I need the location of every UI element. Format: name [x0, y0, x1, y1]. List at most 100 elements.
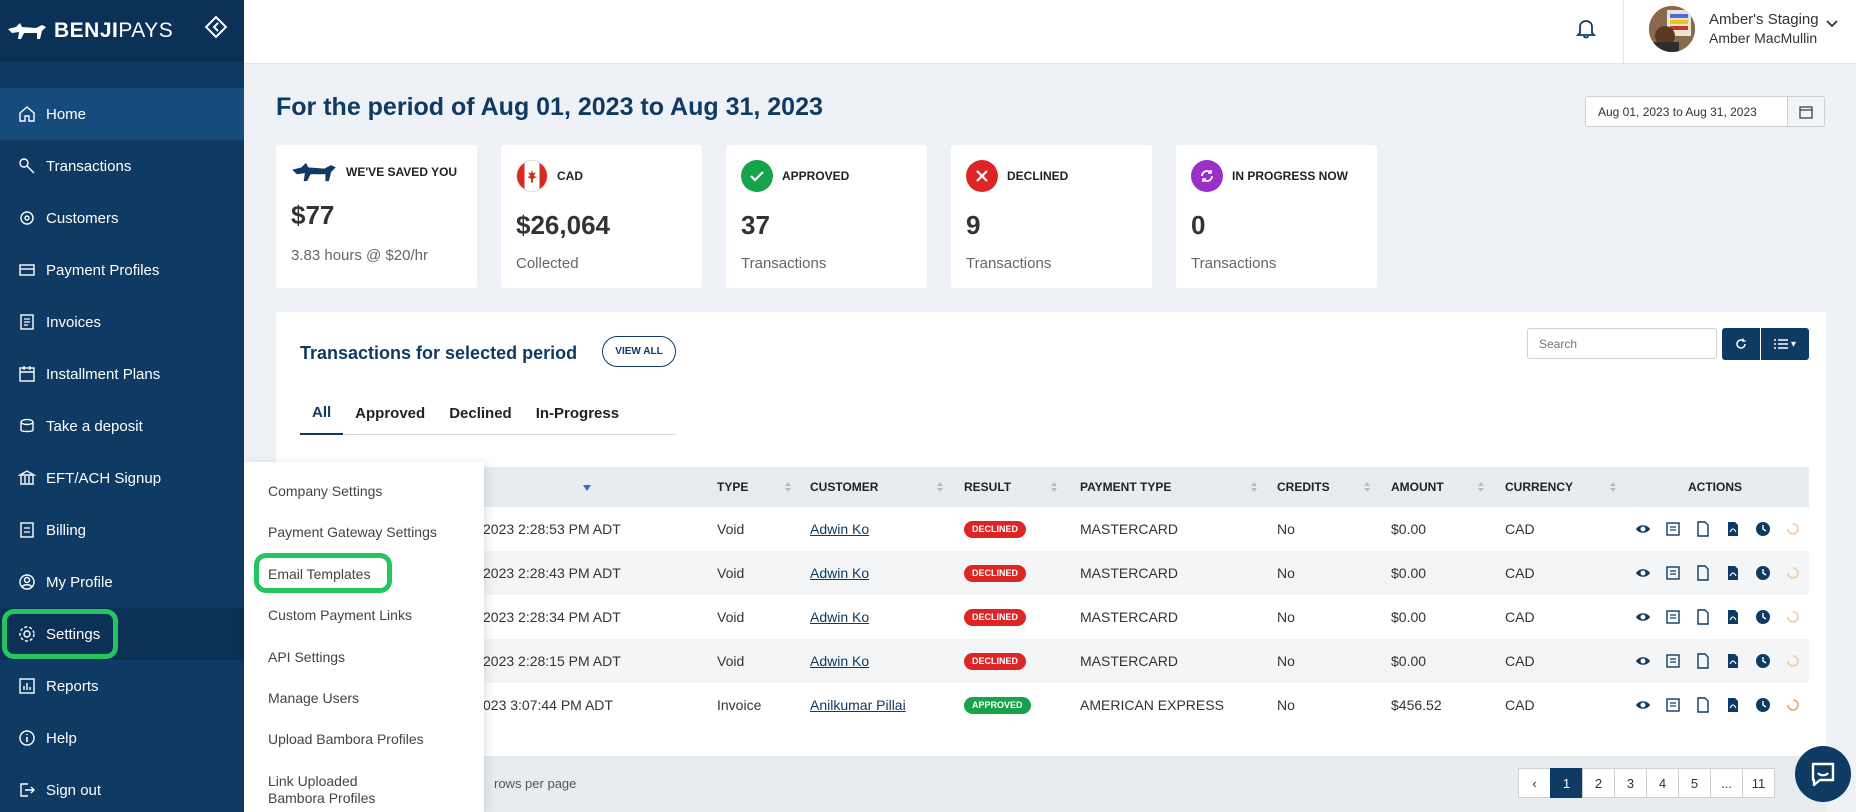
customer-link[interactable]: Adwin Ko	[810, 565, 870, 581]
column-header-payment-type[interactable]: PAYMENT TYPE	[1080, 480, 1172, 494]
notification-bell-icon[interactable]	[1575, 17, 1597, 39]
search-input[interactable]	[1527, 328, 1717, 359]
menu-item-api-settings[interactable]: API Settings	[268, 649, 346, 665]
tab-all[interactable]: All	[300, 392, 344, 435]
column-header-result[interactable]: RESULT	[964, 480, 1012, 494]
page-button[interactable]: 5	[1678, 768, 1711, 798]
view-icon[interactable]	[1634, 652, 1652, 670]
page-button[interactable]: 1	[1550, 768, 1583, 798]
user-name[interactable]: Amber MacMullin	[1709, 30, 1818, 46]
sidebar-item-eft-ach-signup[interactable]: EFT/ACH Signup	[0, 452, 244, 504]
clock-icon[interactable]	[1754, 520, 1772, 538]
tab-in-progress[interactable]: In-Progress	[535, 405, 620, 422]
sort-icon[interactable]	[1250, 481, 1258, 493]
refund-icon[interactable]	[1784, 608, 1802, 626]
receipt-icon[interactable]	[1664, 696, 1682, 714]
menu-item-email-templates[interactable]: Email Templates	[268, 566, 371, 582]
pdf-icon[interactable]	[1724, 564, 1742, 582]
tab-declined[interactable]: Declined	[449, 405, 512, 422]
column-header-currency[interactable]: CURRENCY	[1505, 480, 1574, 494]
page-button[interactable]: 3	[1614, 768, 1647, 798]
menu-item-custom-payment-links[interactable]: Custom Payment Links	[268, 607, 412, 623]
chevron-down-icon[interactable]	[1825, 16, 1839, 30]
menu-item-payment-gateway-settings[interactable]: Payment Gateway Settings	[268, 524, 437, 540]
receipt-icon[interactable]	[1664, 608, 1682, 626]
sort-desc-icon[interactable]	[583, 481, 591, 493]
sort-icon[interactable]	[784, 481, 792, 493]
table-row[interactable]: 2023 2:28:53 PM ADT Void Adwin Ko DECLIN…	[276, 507, 1809, 551]
table-row[interactable]: 2023 2:28:15 PM ADT Void Adwin Ko DECLIN…	[276, 639, 1809, 683]
refund-icon[interactable]	[1784, 564, 1802, 582]
sidebar-item-reports[interactable]: Reports	[0, 660, 244, 712]
receipt-icon[interactable]	[1664, 564, 1682, 582]
sidebar-item-customers[interactable]: Customers	[0, 192, 244, 244]
menu-item-upload-bambora-profiles[interactable]: Upload Bambora Profiles	[268, 731, 424, 747]
pdf-icon[interactable]	[1724, 652, 1742, 670]
customer-link[interactable]: Adwin Ko	[810, 653, 870, 669]
customer-link[interactable]: Adwin Ko	[810, 609, 870, 625]
clock-icon[interactable]	[1754, 652, 1772, 670]
document-icon[interactable]	[1694, 696, 1712, 714]
page-prev-button[interactable]: ‹	[1518, 768, 1551, 798]
view-icon[interactable]	[1634, 520, 1652, 538]
sidebar-item-installment-plans[interactable]: Installment Plans	[0, 348, 244, 400]
document-icon[interactable]	[1694, 608, 1712, 626]
menu-item-manage-users[interactable]: Manage Users	[268, 690, 360, 706]
calendar-button[interactable]	[1787, 96, 1825, 127]
view-icon[interactable]	[1634, 696, 1652, 714]
clock-icon[interactable]	[1754, 608, 1772, 626]
sort-icon[interactable]	[1050, 481, 1058, 493]
column-header-credits[interactable]: CREDITS	[1277, 480, 1330, 494]
column-header-type[interactable]: TYPE	[717, 480, 749, 494]
customer-link[interactable]: Adwin Ko	[810, 521, 870, 537]
menu-item-company-settings[interactable]: Company Settings	[268, 483, 383, 499]
document-icon[interactable]	[1694, 652, 1712, 670]
table-row[interactable]: 2023 2:28:34 PM ADT Void Adwin Ko DECLIN…	[276, 595, 1809, 639]
column-header-amount[interactable]: AMOUNT	[1391, 480, 1444, 494]
view-icon[interactable]	[1634, 608, 1652, 626]
sidebar-item-help[interactable]: Help	[0, 712, 244, 764]
column-header-customer[interactable]: CUSTOMER	[810, 480, 879, 494]
chat-button[interactable]	[1795, 746, 1851, 802]
customer-link[interactable]: Anilkumar Pillai	[810, 697, 906, 713]
page-button[interactable]: 2	[1582, 768, 1615, 798]
refund-icon[interactable]	[1784, 696, 1802, 714]
refund-icon[interactable]	[1784, 652, 1802, 670]
pdf-icon[interactable]	[1724, 520, 1742, 538]
avatar[interactable]	[1649, 6, 1695, 52]
pdf-icon[interactable]	[1724, 696, 1742, 714]
document-icon[interactable]	[1694, 520, 1712, 538]
view-icon[interactable]	[1634, 564, 1652, 582]
sort-icon[interactable]	[1363, 481, 1371, 493]
sidebar-item-billing[interactable]: Billing	[0, 504, 244, 556]
sort-icon[interactable]	[936, 481, 944, 493]
column-options-button[interactable]: ▾	[1761, 328, 1809, 360]
sidebar-item-settings[interactable]: Settings	[0, 608, 244, 660]
sort-icon[interactable]	[1609, 481, 1617, 493]
sidebar-item-payment-profiles[interactable]: Payment Profiles	[0, 244, 244, 296]
sidebar-item-home[interactable]: Home	[0, 88, 244, 140]
table-row[interactable]: 2023 2:28:43 PM ADT Void Adwin Ko DECLIN…	[276, 551, 1809, 595]
sidebar-item-my-profile[interactable]: My Profile	[0, 556, 244, 608]
document-icon[interactable]	[1694, 564, 1712, 582]
clock-icon[interactable]	[1754, 696, 1772, 714]
date-range-input[interactable]: Aug 01, 2023 to Aug 31, 2023	[1585, 96, 1788, 127]
sidebar-item-sign-out[interactable]: Sign out	[0, 764, 244, 812]
page-button[interactable]: 4	[1646, 768, 1679, 798]
brand[interactable]: BENJIPAYS	[0, 0, 244, 62]
collapse-sidebar-icon[interactable]	[204, 15, 228, 39]
sidebar-item-transactions[interactable]: Transactions	[0, 140, 244, 192]
view-all-button[interactable]: VIEW ALL	[602, 336, 676, 367]
receipt-icon[interactable]	[1664, 652, 1682, 670]
sort-icon[interactable]	[1477, 481, 1485, 493]
sidebar-item-take-a-deposit[interactable]: Take a deposit	[0, 400, 244, 452]
account-name[interactable]: Amber's Staging	[1709, 11, 1819, 28]
table-row[interactable]: 023 3:07:44 PM ADT Invoice Anilkumar Pil…	[276, 683, 1809, 727]
receipt-icon[interactable]	[1664, 520, 1682, 538]
menu-item-link-uploaded-bambora-profiles[interactable]: Link Uploaded Bambora Profiles	[268, 773, 376, 806]
refresh-button[interactable]	[1722, 328, 1760, 360]
clock-icon[interactable]	[1754, 564, 1772, 582]
pdf-icon[interactable]	[1724, 608, 1742, 626]
tab-approved[interactable]: Approved	[355, 405, 426, 422]
refund-icon[interactable]	[1784, 520, 1802, 538]
